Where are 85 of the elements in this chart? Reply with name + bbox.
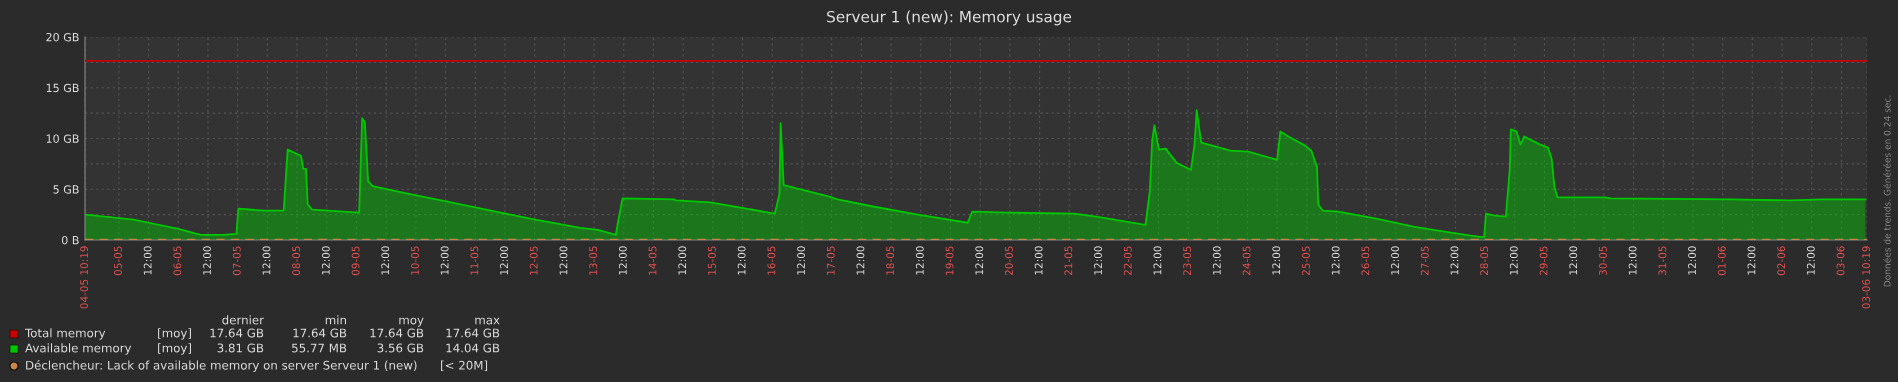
y-tick-label: 0 B — [61, 235, 79, 245]
x-tick-label: 12:00 — [440, 246, 449, 275]
x-tick-label: 12:00 — [1509, 246, 1518, 275]
x-tick-label: 23-05 — [1183, 246, 1192, 276]
text: min — [325, 315, 346, 325]
x-tick-label: 10-05 — [411, 246, 419, 275]
x-tick-label: 12:00 — [1450, 246, 1459, 275]
text: 55.77 MB — [292, 343, 347, 353]
x-tick-label: 12:00 — [559, 246, 568, 275]
text: [moy] — [158, 343, 191, 355]
x-tick-label: 12:00 — [797, 246, 805, 275]
x-tick-label: 12:00 — [1034, 246, 1043, 275]
x-tick-label: 22-05 — [1123, 246, 1132, 276]
x-tick-label: 14-05 — [648, 246, 657, 275]
x-tick-label: 12:00 — [500, 246, 508, 275]
chart-title: Serveur 1 (new): Memory usage — [827, 10, 1072, 26]
y-tick-label: 15 GB — [46, 83, 79, 93]
x-tick-label: 05-05 — [114, 246, 122, 276]
x-tick-label: 20-05 — [1005, 246, 1013, 276]
x-tick-label: 12:00 — [203, 246, 211, 275]
x-tick-label: 12:00 — [1569, 246, 1578, 275]
legend-label: Déclencheur: Lack of available memory on server Serveur 1 (new) [< 20M] — [26, 360, 488, 372]
text: 3.81 GB — [217, 343, 264, 353]
x-tick-label: 12:00 — [262, 246, 271, 275]
x-tick-label: 09-05 — [351, 246, 360, 276]
x-tick-label: 01-06 — [1717, 246, 1726, 276]
x-tick-label: 12:00 — [975, 246, 984, 275]
x-tick-label: 12:00 — [1688, 246, 1696, 275]
x-tick-label: 08-05 — [292, 246, 301, 276]
x-tick-label: 17-05 — [826, 246, 835, 275]
text: moy — [399, 317, 424, 327]
y-tick-label: 10 GB — [46, 134, 79, 143]
x-tick-label: 12:00 — [678, 246, 687, 275]
x-tick-label: 25-05 — [1302, 246, 1310, 276]
x-tick-label: 12:00 — [1628, 246, 1637, 275]
x-tick-label: 21-05 — [1064, 246, 1073, 276]
text: dernier — [222, 315, 264, 325]
y-tick-label: 5 GB — [53, 185, 79, 194]
text: 14.04 GB — [446, 343, 500, 353]
x-tick-label: 12:00 — [1272, 246, 1281, 275]
x-tick-label: 12:00 — [1806, 246, 1815, 275]
x-tick-label: 12:00 — [737, 246, 746, 275]
text: [moy] — [158, 328, 191, 340]
x-tick-label: 12:00 — [618, 246, 627, 275]
text: Données de trends. Générées en 0.24 sec. — [1883, 95, 1891, 287]
x-tick-label: 26-05 — [1361, 246, 1370, 276]
x-tick-label: 15-05 — [708, 246, 716, 275]
text: 17.64 GB — [446, 328, 500, 338]
x-tick-label: 31-05 — [1658, 246, 1667, 276]
x-tick-label: 12:00 — [856, 246, 865, 275]
x-tick-label: 12:00 — [1153, 246, 1162, 275]
x-tick-label: 04-05 10:19 — [80, 246, 89, 309]
x-tick-label: 29-05 — [1539, 246, 1548, 276]
x-tick-label: 02-06 — [1777, 246, 1786, 276]
x-tick-label: 12:00 — [143, 246, 152, 275]
x-tick-label: 07-05 — [232, 246, 241, 276]
x-tick-label: 03-06 10:19 — [1862, 246, 1871, 309]
x-tick-label: 18-05 — [886, 246, 895, 275]
x-tick-label: 12-05 — [529, 246, 538, 275]
x-tick-label: 30-05 — [1599, 246, 1607, 276]
x-tick-label: 12:00 — [1331, 246, 1340, 275]
x-tick-label: 13-05 — [589, 246, 598, 275]
x-tick-label: 19-05 — [945, 246, 954, 275]
text: 17.64 GB — [370, 328, 424, 338]
x-tick-label: 12:00 — [1094, 246, 1102, 275]
x-tick-label: 24-05 — [1242, 246, 1251, 276]
legend-label: Total memory — [24, 328, 106, 340]
x-tick-label: 16-05 — [767, 246, 776, 275]
x-tick-label: 12:00 — [381, 246, 390, 275]
x-tick-label: 12:00 — [1391, 246, 1399, 275]
x-tick-label: 06-05 — [173, 246, 182, 276]
x-tick-label: 03-06 — [1836, 246, 1845, 276]
text: 3.56 GB — [377, 343, 424, 353]
text: 17.64 GB — [293, 328, 347, 338]
text: max — [475, 317, 500, 325]
x-tick-label: 12:00 — [915, 246, 924, 275]
x-tick-label: 12:00 — [1747, 246, 1756, 275]
x-tick-label: 12:00 — [321, 246, 330, 275]
x-tick-label: 12:00 — [1212, 246, 1221, 275]
x-tick-label: 11-05 — [470, 246, 479, 275]
text: 17.64 GB — [210, 328, 264, 338]
y-tick-label: 20 GB — [46, 32, 79, 42]
legend-label: Available memory — [25, 343, 132, 355]
x-tick-label: 27-05 — [1420, 246, 1429, 276]
x-tick-label: 28-05 — [1480, 246, 1489, 276]
